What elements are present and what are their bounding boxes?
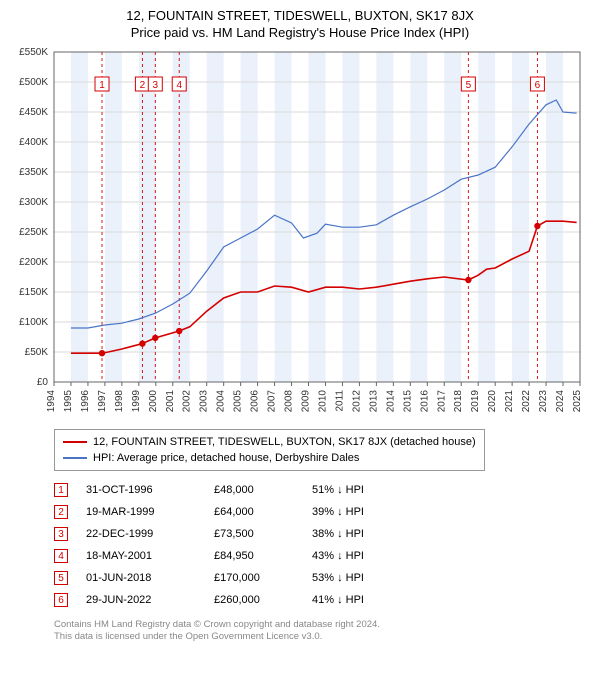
sale-date: 18-MAY-2001: [86, 550, 196, 562]
svg-text:£100K: £100K: [19, 317, 48, 328]
svg-text:2022: 2022: [521, 390, 532, 413]
chart-title-subtitle: Price paid vs. HM Land Registry's House …: [10, 25, 590, 40]
svg-text:2017: 2017: [436, 390, 447, 413]
svg-text:2019: 2019: [470, 390, 481, 413]
chart-title-block: 12, FOUNTAIN STREET, TIDESWELL, BUXTON, …: [10, 8, 590, 40]
svg-text:1998: 1998: [114, 390, 125, 413]
legend-label: 12, FOUNTAIN STREET, TIDESWELL, BUXTON, …: [93, 436, 476, 448]
sale-row: 3 22-DEC-1999 £73,500 38% ↓ HPI: [54, 523, 590, 545]
svg-text:2010: 2010: [317, 390, 328, 413]
sale-marker: 2: [54, 505, 68, 519]
sale-delta-vs-hpi: 53% ↓ HPI: [312, 572, 402, 584]
sale-marker: 4: [54, 549, 68, 563]
price-chart: £0 £50K £100K £150K £200K £250K £300K £350K £400…: [10, 46, 590, 421]
sale-row: 6 29-JUN-2022 £260,000 41% ↓ HPI: [54, 589, 590, 611]
legend-swatch: [63, 441, 87, 443]
svg-text:2000: 2000: [148, 390, 159, 413]
sale-date: 01-JUN-2018: [86, 572, 196, 584]
sale-date: 22-DEC-1999: [86, 528, 196, 540]
sale-delta-vs-hpi: 41% ↓ HPI: [312, 594, 402, 606]
svg-text:2007: 2007: [267, 390, 278, 413]
sales-table: 1 31-OCT-1996 £48,000 51% ↓ HPI 2 19-MAR-1999…: [54, 479, 590, 611]
svg-text:2014: 2014: [385, 390, 396, 413]
data-attribution: Contains HM Land Registry data © Crown c…: [54, 619, 590, 644]
svg-text:2009: 2009: [301, 390, 312, 413]
svg-text:2016: 2016: [419, 390, 430, 413]
sale-marker: 3: [54, 527, 68, 541]
sale-price: £84,950: [214, 550, 294, 562]
svg-text:£500K: £500K: [19, 77, 48, 88]
svg-text:2018: 2018: [453, 390, 464, 413]
svg-text:£200K: £200K: [19, 257, 48, 268]
svg-text:1: 1: [99, 80, 105, 91]
svg-text:3: 3: [153, 80, 159, 91]
sale-date: 31-OCT-1996: [86, 484, 196, 496]
svg-text:2024: 2024: [555, 390, 566, 413]
svg-text:2015: 2015: [402, 390, 413, 413]
sale-delta-vs-hpi: 43% ↓ HPI: [312, 550, 402, 562]
svg-text:2: 2: [140, 80, 146, 91]
sale-row: 2 19-MAR-1999 £64,000 39% ↓ HPI: [54, 501, 590, 523]
svg-text:2006: 2006: [250, 390, 261, 413]
legend-item: 12, FOUNTAIN STREET, TIDESWELL, BUXTON, …: [63, 434, 476, 450]
attribution-line2: This data is licensed under the Open Gov…: [54, 631, 590, 643]
sale-date: 19-MAR-1999: [86, 506, 196, 518]
svg-text:2001: 2001: [165, 390, 176, 413]
svg-text:2005: 2005: [233, 390, 244, 413]
sale-marker: 5: [54, 571, 68, 585]
svg-text:1999: 1999: [131, 390, 142, 413]
sale-row: 4 18-MAY-2001 £84,950 43% ↓ HPI: [54, 545, 590, 567]
svg-text:2023: 2023: [538, 390, 549, 413]
sale-delta-vs-hpi: 38% ↓ HPI: [312, 528, 402, 540]
sale-price: £170,000: [214, 572, 294, 584]
sale-marker: 1: [54, 483, 68, 497]
sale-price: £64,000: [214, 506, 294, 518]
sale-row: 1 31-OCT-1996 £48,000 51% ↓ HPI: [54, 479, 590, 501]
svg-text:2008: 2008: [284, 390, 295, 413]
sale-price: £48,000: [214, 484, 294, 496]
legend-item: HPI: Average price, detached house, Derb…: [63, 450, 476, 466]
sale-delta-vs-hpi: 51% ↓ HPI: [312, 484, 402, 496]
svg-text:£250K: £250K: [19, 227, 48, 238]
sale-price: £260,000: [214, 594, 294, 606]
sale-date: 29-JUN-2022: [86, 594, 196, 606]
legend-label: HPI: Average price, detached house, Derb…: [93, 452, 359, 464]
sale-delta-vs-hpi: 39% ↓ HPI: [312, 506, 402, 518]
sale-price: £73,500: [214, 528, 294, 540]
svg-text:£450K: £450K: [19, 107, 48, 118]
svg-text:5: 5: [466, 80, 472, 91]
svg-text:£550K: £550K: [19, 47, 48, 58]
svg-text:4: 4: [176, 80, 182, 91]
svg-text:£0: £0: [37, 377, 49, 388]
svg-text:2011: 2011: [334, 390, 345, 412]
svg-text:2012: 2012: [351, 390, 362, 413]
svg-text:£150K: £150K: [19, 287, 48, 298]
svg-text:£400K: £400K: [19, 137, 48, 148]
svg-text:1996: 1996: [80, 390, 91, 413]
svg-text:2021: 2021: [504, 390, 515, 413]
svg-text:2002: 2002: [182, 390, 193, 413]
svg-text:2013: 2013: [368, 390, 379, 413]
chart-title-address: 12, FOUNTAIN STREET, TIDESWELL, BUXTON, …: [10, 8, 590, 23]
sale-marker: 6: [54, 593, 68, 607]
svg-text:2025: 2025: [572, 390, 583, 413]
svg-text:1995: 1995: [63, 390, 74, 413]
svg-text:1997: 1997: [97, 390, 108, 413]
svg-text:2004: 2004: [216, 390, 227, 413]
svg-text:2020: 2020: [487, 390, 498, 413]
svg-text:2003: 2003: [199, 390, 210, 413]
legend-swatch: [63, 457, 87, 459]
attribution-line1: Contains HM Land Registry data © Crown c…: [54, 619, 590, 631]
sale-row: 5 01-JUN-2018 £170,000 53% ↓ HPI: [54, 567, 590, 589]
svg-text:£300K: £300K: [19, 197, 48, 208]
svg-text:£50K: £50K: [25, 347, 49, 358]
chart-legend: 12, FOUNTAIN STREET, TIDESWELL, BUXTON, …: [54, 429, 485, 471]
svg-text:1994: 1994: [46, 390, 57, 413]
svg-text:6: 6: [535, 80, 541, 91]
svg-text:£350K: £350K: [19, 167, 48, 178]
